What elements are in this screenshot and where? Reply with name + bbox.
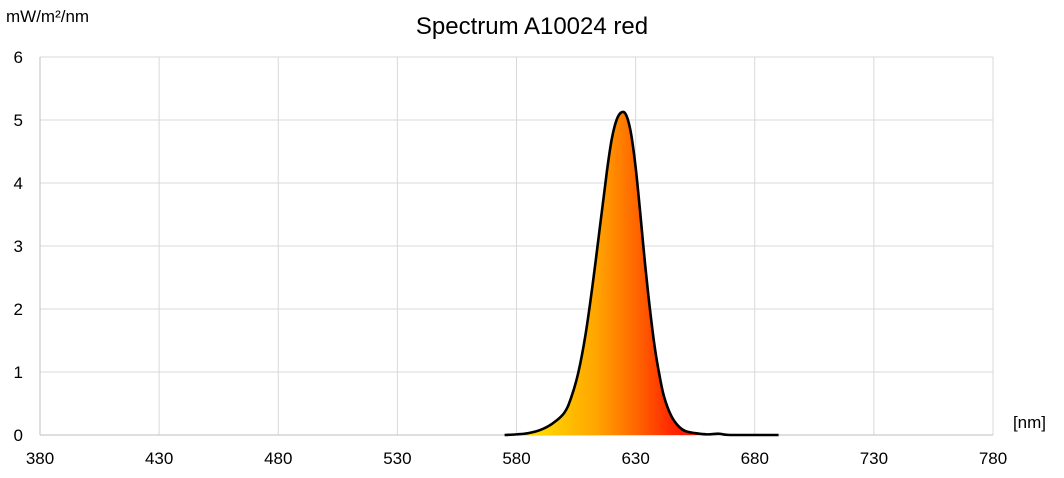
spectrum-line — [504, 110, 779, 437]
tick-labels: 380 430 480 530 580 630 680 730 780 0 1 2 3 4 5 6 — [14, 48, 1008, 468]
x-tick-label: 580 — [502, 449, 530, 468]
spectrum-area — [504, 110, 779, 437]
y-tick-label: 0 — [14, 426, 23, 445]
x-tick-label: 680 — [741, 449, 769, 468]
x-tick-label: 630 — [621, 449, 649, 468]
y-tick-label: 5 — [14, 111, 23, 130]
x-axis-label: [nm] — [1013, 413, 1046, 432]
y-tick-label: 2 — [14, 300, 23, 319]
spectrum-fill — [504, 111, 779, 436]
x-tick-label: 480 — [264, 449, 292, 468]
x-tick-label: 780 — [979, 449, 1007, 468]
x-tick-label: 530 — [383, 449, 411, 468]
y-tick-label: 1 — [14, 363, 23, 382]
x-tick-label: 430 — [145, 449, 173, 468]
x-tick-label: 380 — [26, 449, 54, 468]
y-axis-label: mW/m²/nm — [6, 7, 89, 26]
y-tick-label: 4 — [14, 174, 23, 193]
grid-lines — [40, 56, 994, 435]
y-tick-label: 6 — [14, 48, 23, 67]
chart-title: Spectrum A10024 red — [416, 13, 648, 40]
x-tick-label: 730 — [860, 449, 888, 468]
y-tick-label: 3 — [14, 237, 23, 256]
